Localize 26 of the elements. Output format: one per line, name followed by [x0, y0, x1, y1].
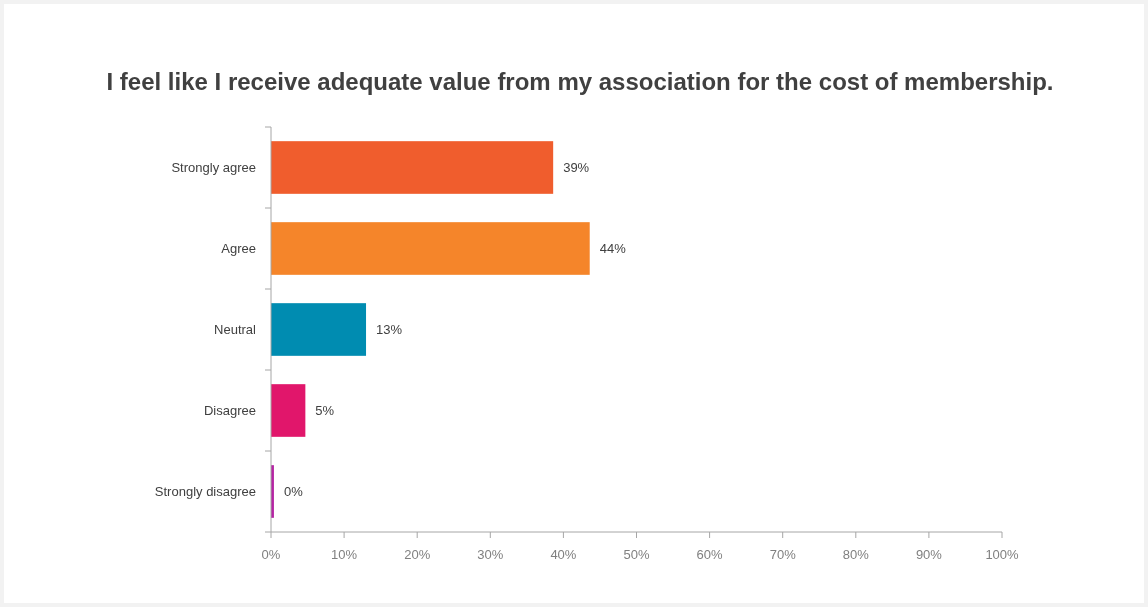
x-tick-label: 10% — [331, 547, 358, 562]
bar — [271, 384, 306, 437]
x-tick-label: 80% — [842, 547, 870, 562]
x-tick-label: 70% — [769, 547, 797, 562]
bar — [271, 222, 590, 275]
bar — [271, 303, 367, 356]
data-label: 13% — [376, 322, 403, 338]
data-label: 0% — [283, 484, 304, 500]
x-tick-label: 60% — [696, 547, 724, 562]
x-tick-label: 30% — [477, 547, 504, 562]
x-tick-label: 0% — [261, 547, 281, 562]
y-tick-label: Disagree — [203, 403, 256, 419]
data-label: 44% — [599, 241, 627, 257]
data-label: 39% — [563, 160, 590, 176]
y-tick-label: Strongly disagree — [154, 484, 256, 500]
y-tick-label: Neutral — [214, 322, 257, 338]
x-tick-label: 100% — [985, 547, 1020, 562]
data-label: 5% — [315, 403, 335, 419]
x-tick-label: 50% — [623, 547, 650, 562]
y-tick-label: Strongly agree — [171, 160, 256, 176]
y-tick-label: Agree — [221, 241, 256, 257]
x-tick-label: 20% — [404, 547, 431, 562]
x-tick-label: 90% — [915, 547, 943, 562]
chart-title: I feel like I receive adequate value from my association for the cost of membership. — [106, 68, 1054, 95]
bar — [271, 141, 554, 194]
x-tick-label: 40% — [550, 547, 577, 562]
